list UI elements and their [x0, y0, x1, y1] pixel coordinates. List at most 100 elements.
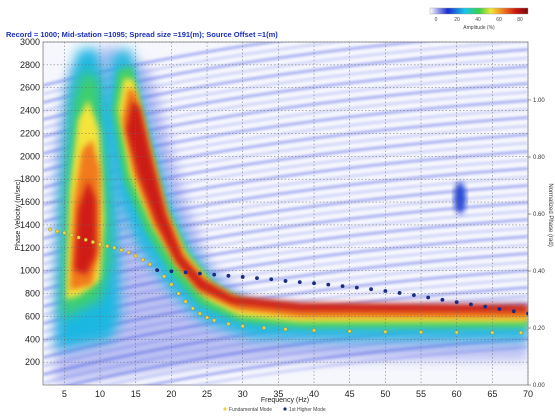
right-axis-label: Normalized Phase (rad) [547, 183, 553, 246]
right-tick-label: 0.20 [533, 326, 545, 332]
y-tick-label: 1800 [20, 174, 40, 184]
x-tick-label: 30 [238, 389, 248, 399]
y-tick-label: 1200 [20, 243, 40, 253]
higher-mode-point [340, 284, 345, 289]
higher-mode-point [297, 280, 302, 284]
higher-mode-point [226, 273, 231, 278]
fundamental-mode-point [383, 329, 388, 334]
x-tick-label: 10 [95, 389, 105, 399]
fundamental-mode-point [98, 242, 103, 247]
higher-mode-point [155, 268, 160, 272]
higher-mode-point [383, 289, 388, 293]
fundamental-mode-point [190, 306, 195, 311]
x-axis-label: Frequency (Hz) [261, 397, 309, 404]
fundamental-mode-point [312, 328, 316, 333]
x-tick-label: 5 [62, 389, 67, 399]
y-tick-label: 2400 [20, 106, 40, 116]
y-tick-label: 2200 [20, 128, 40, 138]
higher-mode-point [469, 302, 473, 307]
higher-mode-point [397, 291, 402, 295]
x-tick-label: 55 [416, 389, 426, 399]
fundamental-mode-point [69, 233, 74, 238]
y-tick-label: 2800 [20, 60, 40, 70]
higher-mode-point [198, 271, 202, 276]
y-tick-label: 600 [25, 311, 40, 321]
colorbar-tick-label: 20 [454, 17, 460, 23]
y-tick-label: 1600 [20, 197, 40, 207]
right-tick-label: 1.00 [533, 98, 545, 104]
fundamental-mode-point [76, 235, 81, 240]
fundamental-mode-point [133, 253, 138, 258]
colorbar-title: Amplitude (%) [463, 25, 495, 31]
y-tick-label: 1400 [20, 220, 40, 230]
dispersion-image [43, 42, 528, 385]
fundamental-mode-point [55, 229, 60, 234]
higher-mode-point [326, 282, 331, 287]
fundamental-mode-point [119, 248, 124, 253]
x-tick-label: 35 [273, 389, 283, 399]
mode-series [48, 227, 528, 335]
x-tick-label: 45 [345, 389, 355, 399]
colorbar-tick-label: 80 [517, 17, 523, 23]
fundamental-mode-point [518, 330, 523, 335]
higher-mode-point [212, 272, 217, 277]
fundamental-mode-point [347, 329, 352, 334]
fundamental-mode-point [240, 324, 245, 329]
fundamental-mode-point [83, 237, 88, 242]
y-tick-label: 2000 [20, 151, 40, 161]
legend: Fundamental Mode 1st Higher Mode [223, 407, 326, 413]
higher-mode-point [369, 287, 373, 292]
fundamental-mode-point [112, 245, 117, 250]
grid [43, 41, 529, 385]
x-tick-label: 40 [309, 389, 319, 399]
fundamental-mode-point [169, 282, 174, 287]
fundamental-mode-point [62, 230, 67, 235]
y-axis-label: Phase Velocity (m/sec) [15, 179, 22, 250]
fundamental-mode-point [490, 330, 495, 335]
right-tick-label: 0.80 [533, 155, 545, 161]
fundamental-mode-point [283, 327, 288, 332]
fundamental-mode-point [183, 299, 188, 304]
colorbar-tick-label: 0 [435, 17, 438, 23]
higher-mode-point [483, 304, 488, 309]
right-tick-label: 0.40 [533, 269, 545, 275]
x-tick-label: 25 [202, 389, 212, 399]
fundamental-mode-point [419, 330, 423, 335]
x-tick-label: 65 [487, 389, 497, 399]
x-tick-label: 50 [380, 389, 390, 399]
fundamental-mode-point [454, 330, 459, 335]
fundamental-mode-point [162, 274, 167, 279]
x-tick-label: 20 [166, 389, 176, 399]
fundamental-mode-point [90, 240, 95, 245]
higher-mode-point [511, 309, 516, 314]
y-tick-label: 2600 [20, 83, 40, 93]
higher-mode-point [183, 270, 188, 275]
fundamental-mode-point [148, 262, 152, 267]
higher-mode-point [454, 300, 459, 305]
higher-mode-point [283, 279, 288, 283]
colorbar-tick-label: 60 [496, 17, 502, 23]
y-tick-label: 3000 [20, 37, 40, 47]
fundamental-mode-point [140, 257, 145, 262]
higher-mode-point [354, 285, 359, 290]
y-tick-label: 800 [25, 289, 40, 299]
fundamental-mode-point [176, 291, 181, 296]
legend-marker [283, 407, 287, 411]
y-tick-label: 200 [25, 357, 40, 367]
higher-mode-point [440, 297, 445, 302]
fundamental-mode-point [205, 315, 209, 320]
higher-mode-point [312, 281, 316, 286]
legend-label: 1st Higher Mode [289, 407, 326, 413]
higher-mode-point [240, 275, 245, 279]
colorbar-gradient [429, 7, 529, 15]
colorbar: 0 20 40 60 80 Amplitude (%) [429, 7, 529, 31]
fundamental-mode-point [226, 321, 231, 326]
right-tick-label: 0.60 [533, 212, 545, 218]
x-tick-label: 15 [131, 389, 141, 399]
fundamental-mode-point [126, 250, 131, 255]
right-axis: 1.00 0.80 0.60 0.40 0.20 0.00 [528, 98, 545, 389]
x-axis: 5 10 15 20 25 30 35 40 45 50 55 60 65 70 [62, 389, 533, 399]
right-tick-label: 0.00 [533, 383, 545, 389]
chart-header: Record = 1000; Mid-station =1095; Spread… [6, 30, 278, 39]
fundamental-mode-point [262, 325, 267, 330]
